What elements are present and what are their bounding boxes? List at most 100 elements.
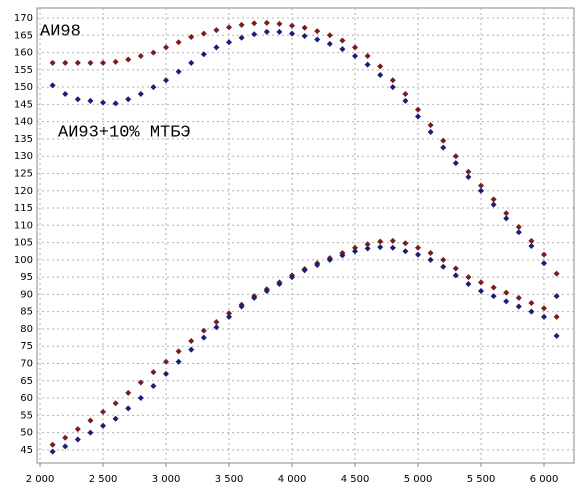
point	[213, 324, 220, 331]
point	[352, 244, 359, 251]
point	[427, 256, 434, 263]
y-tick-label: 85	[20, 307, 33, 318]
point	[188, 346, 195, 353]
point	[478, 187, 485, 194]
point	[175, 39, 182, 46]
point	[541, 251, 548, 258]
point	[112, 100, 119, 107]
point	[465, 281, 472, 288]
point	[377, 72, 384, 79]
y-tick-label: 65	[20, 376, 33, 387]
point	[515, 229, 522, 236]
point	[175, 348, 182, 355]
y-tick-label: 60	[20, 393, 33, 404]
point	[490, 284, 497, 291]
point	[352, 53, 359, 60]
point	[440, 144, 447, 151]
y-tick-label: 115	[14, 203, 33, 214]
y-tick-label: 170	[14, 13, 33, 24]
point	[238, 303, 245, 310]
point	[326, 32, 333, 39]
point	[263, 28, 270, 35]
point	[314, 262, 321, 269]
point	[100, 408, 107, 415]
point	[490, 196, 497, 203]
y-tick-label: 95	[20, 272, 33, 283]
point	[301, 32, 308, 39]
point	[150, 49, 157, 56]
point	[553, 332, 560, 339]
point	[452, 265, 459, 272]
x-tick-label: 5 000	[404, 474, 433, 485]
point	[49, 82, 56, 89]
point	[364, 61, 371, 68]
point	[87, 417, 94, 424]
y-tick-label: 165	[14, 30, 33, 41]
point	[402, 91, 409, 98]
point	[364, 241, 371, 248]
point	[490, 201, 497, 208]
point	[49, 441, 56, 448]
point	[528, 300, 535, 307]
point	[440, 137, 447, 144]
point	[339, 37, 346, 44]
point	[515, 294, 522, 301]
point	[352, 248, 359, 255]
point	[188, 338, 195, 345]
point	[389, 244, 396, 251]
point	[263, 19, 270, 26]
point	[188, 34, 195, 41]
point	[175, 358, 182, 365]
point	[100, 59, 107, 66]
y-tick-label: 150	[14, 82, 33, 93]
y-tick-label: 45	[20, 445, 33, 456]
point	[74, 59, 81, 66]
point	[427, 249, 434, 256]
point	[276, 28, 283, 35]
point	[62, 59, 69, 66]
y-tick-label: 70	[20, 359, 33, 370]
point	[515, 224, 522, 231]
point	[238, 34, 245, 41]
point	[503, 298, 510, 305]
plot-area	[36, 7, 575, 464]
point	[87, 429, 94, 436]
y-tick-label: 130	[14, 151, 33, 162]
y-tick-label: 50	[20, 428, 33, 439]
point	[251, 20, 258, 27]
point	[440, 256, 447, 263]
point	[478, 279, 485, 286]
point	[125, 96, 132, 103]
point	[226, 39, 233, 46]
point	[289, 22, 296, 29]
point	[112, 58, 119, 65]
point	[364, 53, 371, 60]
y-tick-label: 105	[14, 238, 33, 249]
point	[87, 59, 94, 66]
point	[478, 182, 485, 189]
point	[352, 44, 359, 51]
point	[74, 96, 81, 103]
y-tick-label: 90	[20, 289, 33, 300]
point	[125, 389, 132, 396]
point	[326, 40, 333, 47]
point	[503, 215, 510, 222]
point	[49, 448, 56, 455]
point	[226, 24, 233, 31]
point	[163, 358, 170, 365]
point	[339, 46, 346, 53]
point	[415, 113, 422, 120]
point	[553, 293, 560, 300]
annotation: АИ98	[40, 22, 81, 41]
point	[163, 370, 170, 377]
point	[452, 153, 459, 160]
point	[389, 84, 396, 91]
point	[478, 287, 485, 294]
point	[263, 287, 270, 294]
point	[515, 303, 522, 310]
x-tick-label: 4 000	[278, 474, 307, 485]
point	[213, 44, 220, 51]
point	[200, 51, 207, 58]
point	[62, 91, 69, 98]
point	[528, 243, 535, 250]
